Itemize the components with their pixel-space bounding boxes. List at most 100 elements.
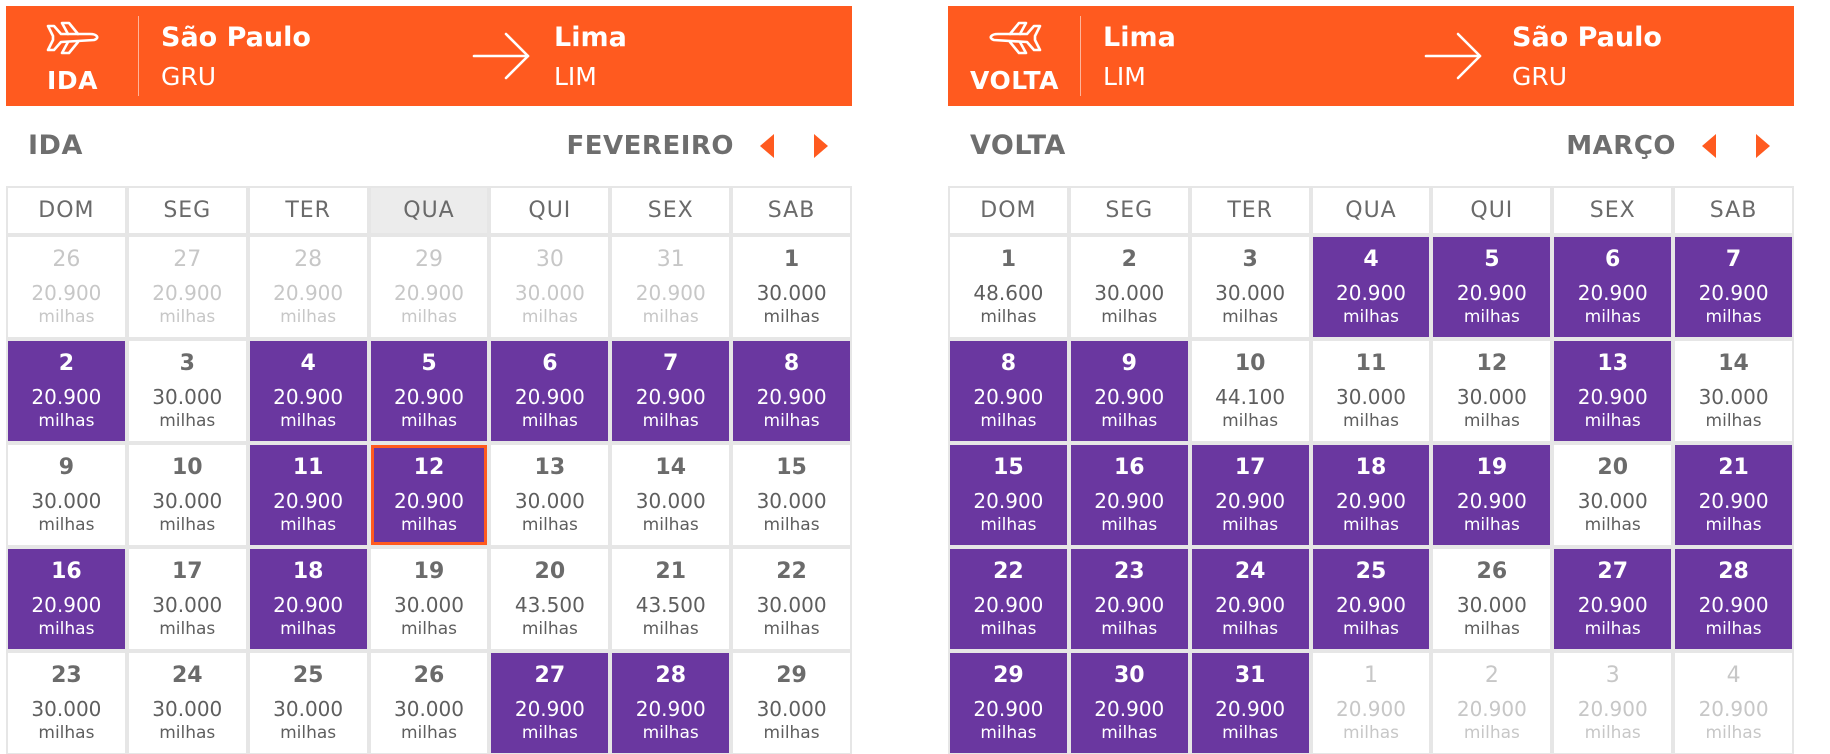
calendar-day-cell[interactable]: 23 30.000 milhas: [8, 653, 125, 753]
day-number: 28: [655, 663, 687, 688]
calendar-day-cell: 1 20.900 milhas: [1312, 653, 1430, 753]
day-number: 3: [1605, 663, 1620, 688]
day-number: 19: [413, 559, 445, 584]
calendar-day-cell[interactable]: 18 20.900 milhas: [249, 549, 367, 649]
price-unit: milhas: [280, 515, 337, 535]
day-number: 22: [993, 559, 1024, 584]
calendar-day-cell: 28 20.900 milhas: [249, 237, 367, 337]
price-value: 20.900: [31, 281, 102, 305]
calendar-day-cell[interactable]: 12 30.000 milhas: [1433, 341, 1551, 441]
calendar-day-cell[interactable]: 17 30.000 milhas: [128, 549, 246, 649]
calendar-day-cell[interactable]: 9 30.000 milhas: [8, 445, 125, 545]
calendar-day-cell[interactable]: 2 30.000 milhas: [1070, 237, 1188, 337]
calendar-day-cell[interactable]: 13 30.000 milhas: [491, 445, 609, 545]
calendar-day-cell[interactable]: 11 30.000 milhas: [1312, 341, 1430, 441]
calendar-day-cell[interactable]: 6 20.900 milhas: [491, 341, 609, 441]
calendar-day-cell[interactable]: 22 30.000 milhas: [733, 549, 850, 649]
calendar-day-cell[interactable]: 2 20.900 milhas: [8, 341, 125, 441]
calendar-day-cell[interactable]: 14 30.000 milhas: [612, 445, 730, 545]
price-unit: milhas: [1463, 619, 1520, 639]
price-value: 30.000: [1698, 385, 1769, 409]
calendar-day-cell[interactable]: 7 20.900 milhas: [1675, 237, 1792, 337]
calendar-day-cell[interactable]: 23 20.900 milhas: [1070, 549, 1188, 649]
calendar-day-cell[interactable]: 25 30.000 milhas: [249, 653, 367, 753]
calendar-day-cell[interactable]: 8 20.900 milhas: [733, 341, 850, 441]
price-unit: milhas: [1222, 515, 1279, 535]
calendar-day-cell[interactable]: 26 30.000 milhas: [370, 653, 488, 753]
day-number: 21: [655, 559, 687, 584]
calendar-day-cell[interactable]: 17 20.900 milhas: [1191, 445, 1309, 545]
weekday-header-dom: DOM: [8, 188, 125, 233]
price-value: 20.900: [1577, 281, 1648, 305]
price-value: 20.900: [973, 593, 1044, 617]
calendar-day-cell[interactable]: 29 30.000 milhas: [733, 653, 850, 753]
day-number: 3: [179, 351, 195, 376]
calendar-day-cell[interactable]: 15 30.000 milhas: [733, 445, 850, 545]
calendar-day-cell[interactable]: 1 30.000 milhas: [733, 237, 850, 337]
price-unit: milhas: [642, 619, 699, 639]
price-value: 30.000: [152, 385, 223, 409]
price-unit: milhas: [1463, 515, 1520, 535]
calendar-day-cell[interactable]: 10 30.000 milhas: [128, 445, 246, 545]
calendar-day-cell[interactable]: 15 20.900 milhas: [950, 445, 1067, 545]
calendar-day-cell[interactable]: 12 20.900 milhas: [370, 445, 488, 545]
day-number: 2: [1484, 663, 1499, 688]
calendar-day-cell[interactable]: 14 30.000 milhas: [1675, 341, 1792, 441]
calendar-day-cell[interactable]: 29 20.900 milhas: [950, 653, 1067, 753]
calendar-day-cell[interactable]: 24 30.000 milhas: [128, 653, 246, 753]
chevron-left-icon[interactable]: [758, 132, 778, 160]
calendar-day-cell[interactable]: 8 20.900 milhas: [950, 341, 1067, 441]
day-number: 20: [534, 559, 566, 584]
chevron-right-icon[interactable]: [1752, 132, 1772, 160]
calendar-day-cell[interactable]: 20 43.500 milhas: [491, 549, 609, 649]
calendar-day-cell[interactable]: 20 30.000 milhas: [1554, 445, 1672, 545]
calendar-day-cell[interactable]: 9 20.900 milhas: [1070, 341, 1188, 441]
weekday-header-qua: QUA: [370, 188, 488, 233]
price-value: 20.900: [1336, 281, 1406, 305]
calendar-day-cell[interactable]: 21 20.900 milhas: [1675, 445, 1792, 545]
chevron-left-icon[interactable]: [1700, 132, 1720, 160]
calendar-day-cell[interactable]: 24 20.900 milhas: [1191, 549, 1309, 649]
price-value: 20.900: [1698, 593, 1769, 617]
weekday-header-sex: SEX: [612, 188, 730, 233]
calendar-day-cell[interactable]: 4 20.900 milhas: [249, 341, 367, 441]
calendar-day-cell[interactable]: 27 20.900 milhas: [1554, 549, 1672, 649]
calendar-day-cell[interactable]: 28 20.900 milhas: [1675, 549, 1792, 649]
price-unit: milhas: [980, 515, 1037, 535]
calendar-day-cell[interactable]: 21 43.500 milhas: [612, 549, 730, 649]
calendar-day-cell[interactable]: 28 20.900 milhas: [612, 653, 730, 753]
calendar-day-cell[interactable]: 6 20.900 milhas: [1554, 237, 1672, 337]
calendar-day-cell[interactable]: 10 44.100 milhas: [1191, 341, 1309, 441]
calendar-day-cell[interactable]: 11 20.900 milhas: [249, 445, 367, 545]
calendar-day-cell[interactable]: 13 20.900 milhas: [1554, 341, 1672, 441]
calendar-day-cell[interactable]: 27 20.900 milhas: [491, 653, 609, 753]
calendar-day-cell[interactable]: 16 20.900 milhas: [1070, 445, 1188, 545]
calendar-day-cell[interactable]: 4 20.900 milhas: [1312, 237, 1430, 337]
day-number: 21: [1718, 455, 1749, 480]
calendar-day-cell[interactable]: 22 20.900 milhas: [950, 549, 1067, 649]
calendar-day-cell[interactable]: 1 48.600 milhas: [950, 237, 1067, 337]
calendar-day-cell[interactable]: 31 20.900 milhas: [1191, 653, 1309, 753]
calendar-day-cell[interactable]: 26 30.000 milhas: [1433, 549, 1551, 649]
price-unit: milhas: [1101, 619, 1158, 639]
calendar-day-cell[interactable]: 3 30.000 milhas: [128, 341, 246, 441]
chevron-right-icon[interactable]: [810, 132, 830, 160]
origin-city: Lima: [1103, 22, 1176, 53]
day-number: 6: [1605, 247, 1621, 272]
price-unit: milhas: [38, 515, 95, 535]
calendar-day-cell[interactable]: 16 20.900 milhas: [8, 549, 125, 649]
price-value: 20.900: [31, 385, 102, 409]
calendar-day-cell[interactable]: 19 30.000 milhas: [370, 549, 488, 649]
calendar-day-cell[interactable]: 7 20.900 milhas: [612, 341, 730, 441]
day-number: 14: [655, 455, 687, 480]
calendar-day-cell[interactable]: 25 20.900 milhas: [1312, 549, 1430, 649]
calendar-day-cell[interactable]: 18 20.900 milhas: [1312, 445, 1430, 545]
price-value: 30.000: [756, 697, 827, 721]
calendar-day-cell[interactable]: 5 20.900 milhas: [1433, 237, 1551, 337]
day-number: 15: [776, 455, 807, 480]
calendar-day-cell[interactable]: 3 30.000 milhas: [1191, 237, 1309, 337]
day-number: 15: [993, 455, 1024, 480]
calendar-day-cell[interactable]: 30 20.900 milhas: [1070, 653, 1188, 753]
calendar-day-cell[interactable]: 19 20.900 milhas: [1433, 445, 1551, 545]
calendar-day-cell[interactable]: 5 20.900 milhas: [370, 341, 488, 441]
